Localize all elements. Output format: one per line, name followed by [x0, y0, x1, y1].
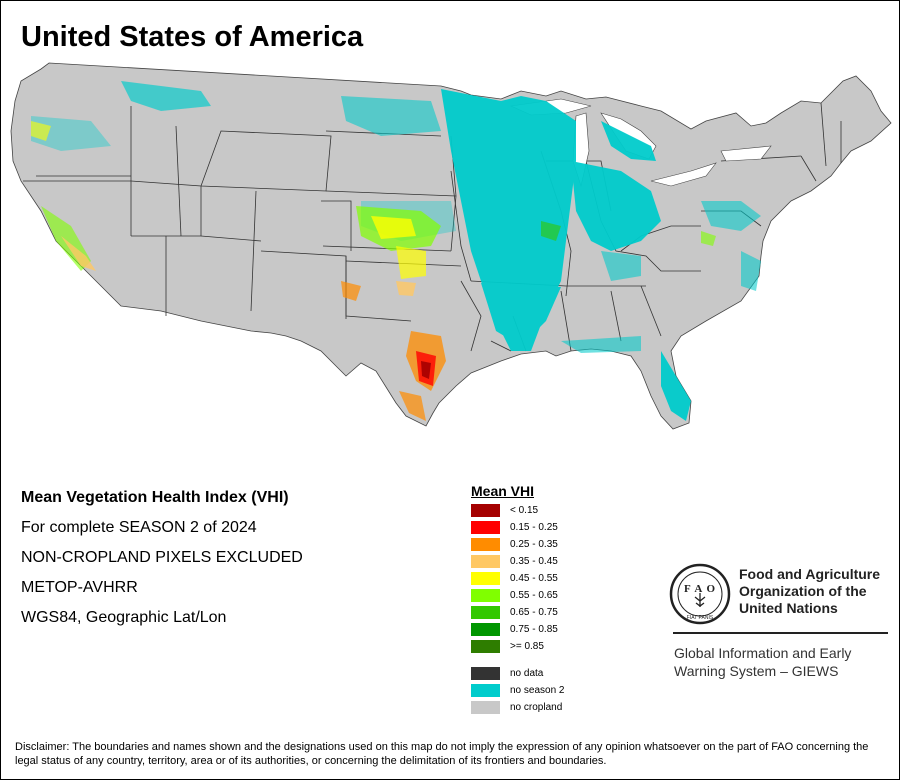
legend-label: no data	[510, 668, 544, 679]
legend-label: no cropland	[510, 702, 563, 713]
svg-text:FIAT PANIS: FIAT PANIS	[687, 615, 714, 621]
legend-label: 0.55 - 0.65	[510, 590, 558, 601]
legend-title: Mean VHI	[471, 483, 535, 499]
legend-label: 0.25 - 0.35	[510, 539, 558, 550]
legend-swatch	[471, 538, 500, 551]
legend-swatch	[471, 521, 500, 534]
legend-label: 0.65 - 0.75	[510, 607, 558, 618]
organization-name-line: Food and Agriculture	[739, 566, 881, 582]
legend-label: 0.35 - 0.45	[510, 556, 558, 567]
organization-name-line: United Nations	[739, 600, 838, 616]
legend-swatch	[471, 623, 500, 636]
program-name-line: Global Information and Early	[674, 645, 852, 661]
svg-text:F A O: F A O	[684, 583, 716, 595]
legend-swatch	[471, 640, 500, 653]
fao-logo-icon: F A O FIAT PANIS	[669, 563, 731, 625]
organization-name-line: Organization of the	[739, 583, 867, 599]
organization-name: Food and Agriculture Organization of the…	[739, 566, 889, 617]
legend-swatch	[471, 555, 500, 568]
legend-label: 0.75 - 0.85	[510, 624, 558, 635]
disclaimer: Disclaimer: The boundaries and names sho…	[15, 741, 869, 767]
legend-swatch	[471, 701, 500, 714]
us-landmass	[10, 62, 892, 430]
legend-label: no season 2	[510, 685, 565, 696]
no-season-areas	[31, 81, 761, 421]
info-index-name: Mean Vegetation Health Index (VHI)	[21, 489, 289, 506]
legend-label: 0.45 - 0.55	[510, 573, 558, 584]
program-name-line: Warning System – GIEWS	[674, 663, 839, 679]
legend-swatch	[471, 684, 500, 697]
map-title: United States of America	[21, 21, 364, 53]
legend-swatch	[471, 572, 500, 585]
info-season: For complete SEASON 2 of 2024	[21, 519, 257, 536]
info-exclusion: NON-CROPLAND PIXELS EXCLUDED	[21, 549, 303, 566]
us-vhi-map	[10, 62, 892, 430]
legend-swatch	[471, 606, 500, 619]
info-sensor: METOP-AVHRR	[21, 579, 138, 596]
legend-swatch	[471, 504, 500, 517]
legend-swatch	[471, 589, 500, 602]
program-name: Global Information and Early Warning Sys…	[674, 644, 889, 680]
vhi-stress-patches	[341, 281, 446, 421]
vhi-vegetation-patches	[31, 121, 716, 279]
legend-label: 0.15 - 0.25	[510, 522, 558, 533]
organization-divider	[673, 632, 888, 634]
legend-label: < 0.15	[510, 505, 539, 516]
legend-label: >= 0.85	[510, 641, 544, 652]
state-borders	[23, 102, 842, 352]
legend-swatch	[471, 667, 500, 680]
info-projection: WGS84, Geographic Lat/Lon	[21, 609, 227, 626]
